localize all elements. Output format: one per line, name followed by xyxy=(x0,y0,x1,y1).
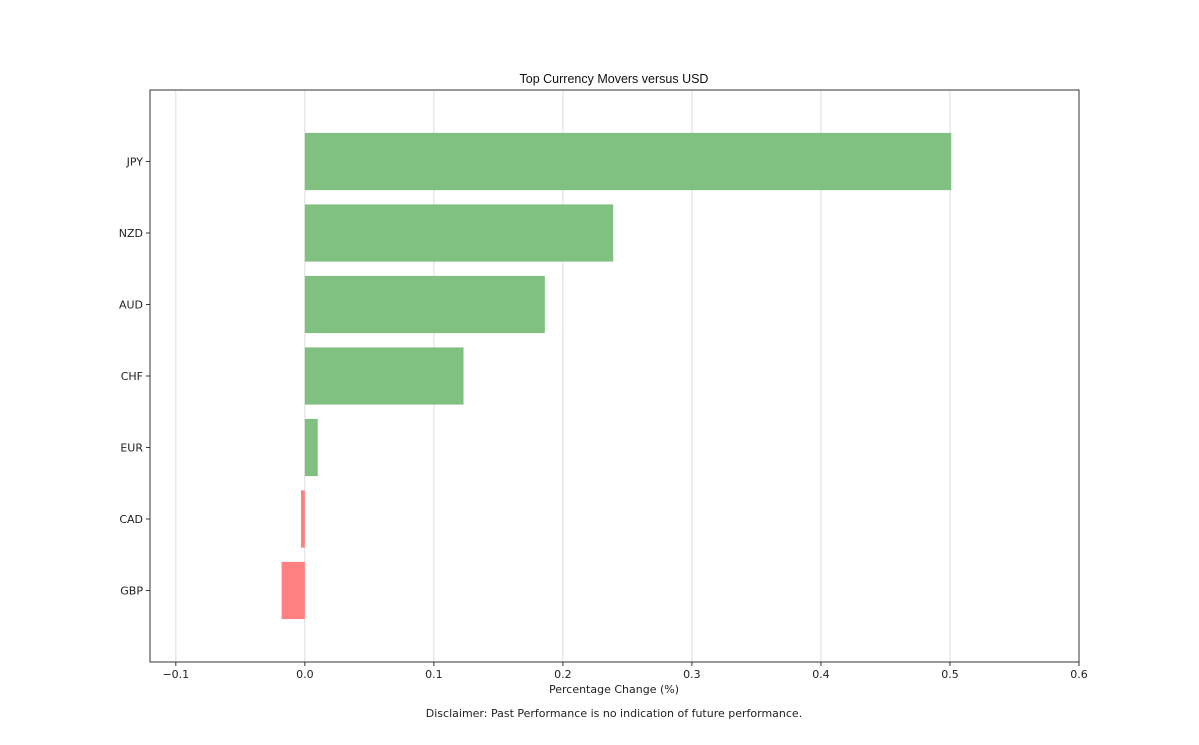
bar-cad xyxy=(300,490,305,548)
y-tick-label: CHF xyxy=(121,370,143,383)
y-tick-label: GBP xyxy=(120,585,143,598)
x-tick-label: 0.6 xyxy=(1070,668,1088,681)
x-tick-label: 0.0 xyxy=(296,668,314,681)
x-tick-label: 0.1 xyxy=(425,668,443,681)
bars xyxy=(281,132,952,620)
y-tick-label: EUR xyxy=(120,442,143,455)
x-tick-label: 0.5 xyxy=(941,668,959,681)
bar-eur xyxy=(304,418,318,477)
x-tick-label: −0.1 xyxy=(162,668,189,681)
x-tick-label: 0.3 xyxy=(683,668,701,681)
x-tick-label: 0.2 xyxy=(554,668,572,681)
y-tick-label: JPY xyxy=(126,156,144,169)
chart-title: Top Currency Movers versus USD xyxy=(520,72,709,86)
tick-labels: −0.1 0.0 0.1 0.2 0.3 0.4 0.5 0.6 JPY NZD AUD CHF EUR… xyxy=(119,156,1088,682)
axis-ticks xyxy=(146,161,1080,666)
bar-aud xyxy=(304,275,545,334)
y-tick-label: AUD xyxy=(119,299,143,312)
bar-chf xyxy=(304,347,464,405)
y-tick-label: CAD xyxy=(119,513,143,526)
bar-gbp xyxy=(281,561,305,620)
y-tick-label: NZD xyxy=(119,227,143,240)
disclaimer-text: Disclaimer: Past Performance is no indic… xyxy=(426,707,802,720)
bar-nzd xyxy=(304,204,614,262)
x-axis-label: Percentage Change (%) xyxy=(549,683,679,696)
bar-jpy xyxy=(304,132,952,191)
x-tick-label: 0.4 xyxy=(812,668,830,681)
